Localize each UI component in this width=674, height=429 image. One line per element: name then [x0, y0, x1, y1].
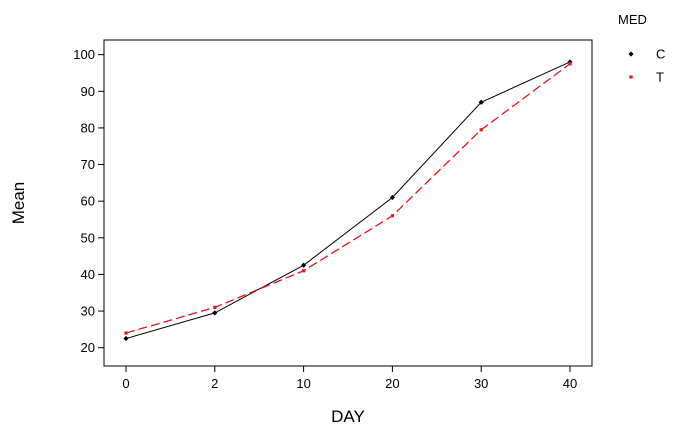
y-tick-label: 30: [81, 304, 95, 319]
y-tick-label: 20: [81, 340, 95, 355]
x-tick-label: 40: [563, 376, 577, 391]
x-tick-label: 30: [474, 376, 488, 391]
data-point-T: [213, 305, 217, 309]
data-point-T: [124, 331, 128, 335]
legend: MED CT: [618, 12, 665, 85]
data-point-T: [390, 214, 394, 218]
legend-label-T: T: [656, 70, 664, 85]
y-tick-label: 80: [81, 120, 95, 135]
x-tick-label: 10: [296, 376, 310, 391]
y-tick-label: 70: [81, 157, 95, 172]
legend-marker-T: [629, 75, 633, 79]
x-tick-label: 0: [122, 376, 129, 391]
y-tick-label: 100: [73, 47, 95, 62]
series-line-C: [125, 61, 571, 340]
data-point-T: [568, 62, 572, 66]
data-point-C: [212, 310, 218, 316]
data-point-C: [478, 99, 484, 105]
x-tick-label: 20: [385, 376, 399, 391]
y-axis: 20 30 40 50 60 70 80 90 100: [73, 47, 104, 355]
legend-label-C: C: [656, 47, 665, 62]
plot-frame: [103, 39, 593, 367]
x-tick-label: 2: [211, 376, 218, 391]
y-tick-label: 90: [81, 84, 95, 99]
legend-marker-C: [628, 51, 634, 57]
data-point-C: [567, 59, 573, 65]
legend-title: MED: [618, 12, 647, 27]
y-axis-title: Mean: [9, 182, 28, 225]
series-layer: [123, 59, 573, 342]
x-axis-title: DAY: [331, 407, 365, 426]
data-point-T: [479, 128, 483, 132]
data-point-T: [302, 269, 306, 273]
series-line-T: [125, 63, 571, 334]
y-tick-label: 60: [81, 194, 95, 209]
data-point-C: [389, 194, 395, 201]
y-tick-label: 40: [81, 267, 95, 282]
x-axis: 0 2 10 20 30 40: [122, 366, 577, 391]
data-point-C: [301, 262, 307, 268]
data-point-C: [123, 335, 129, 342]
y-tick-label: 50: [81, 230, 95, 245]
